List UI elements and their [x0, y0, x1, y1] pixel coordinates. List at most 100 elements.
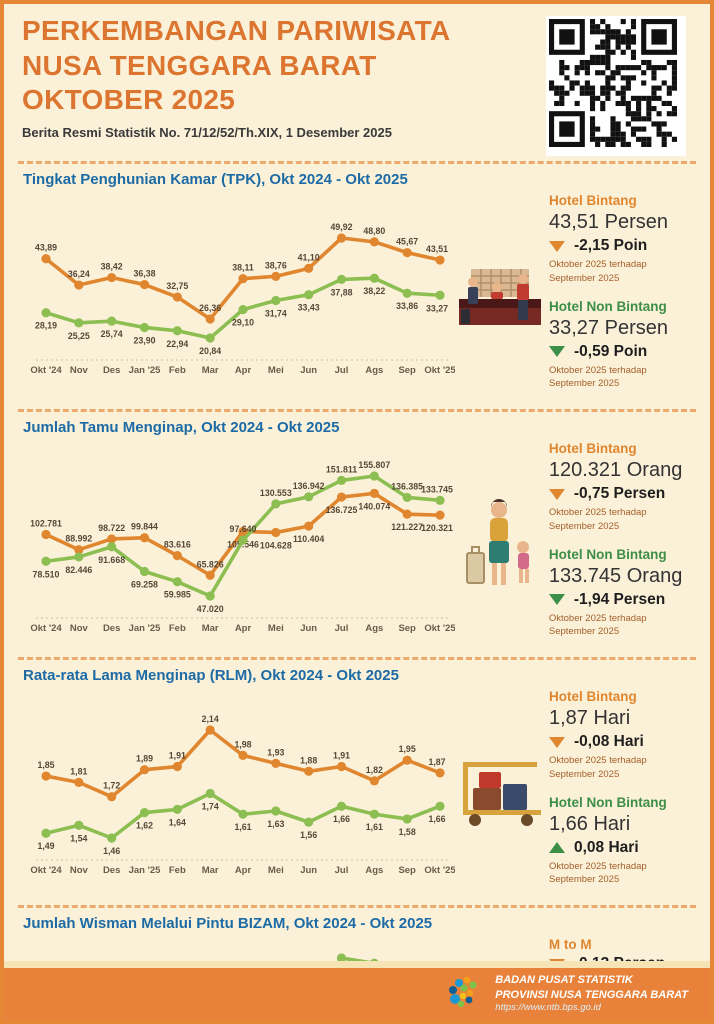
stat-note: Oktober 2025 terhadap	[548, 612, 647, 624]
family-traveler-illustration	[455, 497, 544, 593]
svg-text:Mei: Mei	[268, 865, 284, 876]
svg-text:120.321: 120.321	[421, 523, 453, 533]
stat-note: September 2025	[549, 874, 620, 886]
svg-text:Sep: Sep	[398, 865, 416, 876]
svg-text:130.553: 130.553	[260, 487, 292, 497]
svg-text:151.811: 151.811	[326, 464, 357, 474]
section-divider	[18, 409, 696, 413]
svg-text:98.722: 98.722	[98, 523, 125, 533]
svg-text:82.446: 82.446	[65, 565, 92, 575]
svg-text:1,81: 1,81	[70, 766, 87, 776]
svg-text:38,22: 38,22	[363, 286, 385, 296]
svg-text:133.745: 133.745	[421, 484, 453, 494]
svg-text:Jan '25: Jan '25	[129, 865, 162, 876]
footer-org-line2: PROVINSI NUSA TENGGARA BARAT	[495, 988, 688, 1001]
svg-text:26,36: 26,36	[199, 303, 221, 313]
page-title: PERKEMBANGAN PARIWISATA NUSA TENGGARA BA…	[22, 14, 450, 118]
svg-text:1,91: 1,91	[333, 750, 350, 760]
section-divider	[18, 657, 696, 661]
stat-value: 33,27 Persen	[549, 316, 668, 339]
stat-label: Hotel Bintang	[549, 193, 637, 208]
svg-text:31,74: 31,74	[265, 308, 287, 318]
tamu-line-chart: Okt '24 Nov Des Jan '25 Feb Mar Apr Mei Jun Jul Ag…	[30, 460, 455, 634]
stat-value: 1,87 Hari	[549, 707, 631, 730]
svg-text:38,42: 38,42	[101, 261, 123, 271]
qr-code-image	[549, 19, 677, 147]
svg-text:97.640: 97.640	[230, 524, 257, 534]
stat-label: Hotel Bintang	[548, 441, 637, 457]
title-line-3: OKTOBER 2025	[22, 84, 236, 116]
qr-code	[546, 16, 686, 156]
svg-text:29,10: 29,10	[232, 317, 254, 327]
svg-text:110.404: 110.404	[293, 534, 324, 544]
stat-delta-text: -2,15 Poin	[574, 237, 648, 254]
svg-text:Jan '25: Jan '25	[129, 623, 162, 634]
stat-hotel-non-bintang: Hotel Non Bintang 133.745 Orang -1,94 Pe…	[548, 546, 696, 640]
svg-text:48,80: 48,80	[363, 225, 385, 235]
section-tpk: Tingkat Penghunian Kamar (TPK), Okt 2024…	[4, 167, 710, 404]
svg-text:1,98: 1,98	[234, 739, 251, 749]
svg-text:Nov: Nov	[70, 623, 89, 634]
title-line-2: NUSA TENGGARA BARAT	[22, 49, 377, 81]
section-title-tpk: Tingkat Penghunian Kamar (TPK), Okt 2024…	[23, 171, 408, 188]
svg-text:Apr: Apr	[235, 365, 252, 376]
svg-text:Okt '25: Okt '25	[424, 365, 455, 376]
svg-text:1,82: 1,82	[366, 764, 383, 774]
svg-text:45,67: 45,67	[396, 236, 418, 246]
svg-text:Nov: Nov	[70, 365, 89, 376]
stat-hotel-bintang: Hotel Bintang 120.321 Orang -0,75 Persen…	[548, 441, 696, 534]
svg-text:1,88: 1,88	[300, 755, 317, 765]
stat-delta-text: -0,59 Poin	[574, 342, 648, 360]
svg-text:102.781: 102.781	[30, 518, 62, 528]
hotel-reception-illustration	[455, 265, 545, 329]
svg-text:Sep: Sep	[398, 623, 416, 634]
svg-text:83.616: 83.616	[164, 539, 191, 549]
svg-text:Jan '25: Jan '25	[129, 365, 162, 376]
svg-text:136.725: 136.725	[326, 505, 358, 515]
svg-text:20,84: 20,84	[199, 346, 221, 356]
footer: BADAN PUSAT STATISTIK PROVINSI NUSA TENG…	[4, 968, 710, 1020]
section-divider	[18, 161, 696, 164]
footer-url[interactable]: https://www.ntb.bps.go.id	[495, 1002, 601, 1014]
svg-text:Feb: Feb	[169, 865, 186, 876]
down-triangle-icon	[549, 736, 565, 748]
section-rlm: Rata-rata Lama Menginap (RLM), Okt 2024 …	[4, 663, 710, 900]
svg-text:22,94: 22,94	[166, 338, 188, 348]
stat-label: Hotel Bintang	[549, 689, 637, 705]
section-title-tamu: Jumlah Tamu Menginap, Okt 2024 - Okt 202…	[23, 419, 340, 437]
footer-org-line1: BADAN PUSAT STATISTIK	[495, 973, 633, 986]
stat-label: Hotel Non Bintang	[549, 794, 667, 810]
svg-text:78.510: 78.510	[33, 569, 60, 579]
stat-value: 133.745 Orang	[548, 564, 683, 587]
svg-text:Mar: Mar	[202, 865, 219, 876]
svg-text:43,51: 43,51	[426, 244, 448, 254]
stat-note: Oktober 2025 terhadap	[548, 507, 647, 519]
svg-text:1,87: 1,87	[428, 757, 445, 767]
stat-label: Hotel Non Bintang	[549, 298, 667, 314]
svg-text:65.826: 65.826	[197, 559, 224, 569]
svg-text:104.628: 104.628	[260, 540, 292, 550]
svg-text:1,66: 1,66	[333, 814, 350, 824]
down-triangle-icon	[549, 240, 565, 252]
svg-text:Ags: Ags	[365, 623, 383, 634]
svg-text:Apr: Apr	[235, 623, 252, 634]
svg-text:Mei: Mei	[268, 365, 284, 376]
svg-text:Jul: Jul	[335, 365, 349, 376]
svg-text:1,93: 1,93	[267, 747, 284, 757]
svg-text:1,62: 1,62	[136, 820, 153, 830]
stat-label: Hotel Non Bintang	[548, 546, 667, 562]
svg-text:Okt '24: Okt '24	[30, 365, 62, 376]
svg-text:1,54: 1,54	[70, 833, 87, 843]
svg-text:Jun: Jun	[300, 623, 317, 634]
svg-text:Ags: Ags	[365, 365, 383, 376]
svg-text:33,86: 33,86	[396, 301, 418, 311]
svg-text:Des: Des	[103, 865, 120, 876]
svg-text:1,89: 1,89	[136, 753, 153, 763]
svg-text:25,25: 25,25	[68, 330, 90, 340]
up-triangle-icon	[549, 842, 565, 854]
stat-note: Oktober 2025 terhadap	[549, 259, 647, 270]
svg-text:Mei: Mei	[268, 623, 284, 634]
svg-text:Sep: Sep	[398, 365, 416, 376]
svg-text:1,72: 1,72	[103, 780, 120, 790]
stat-value: 120.321 Orang	[548, 459, 683, 482]
